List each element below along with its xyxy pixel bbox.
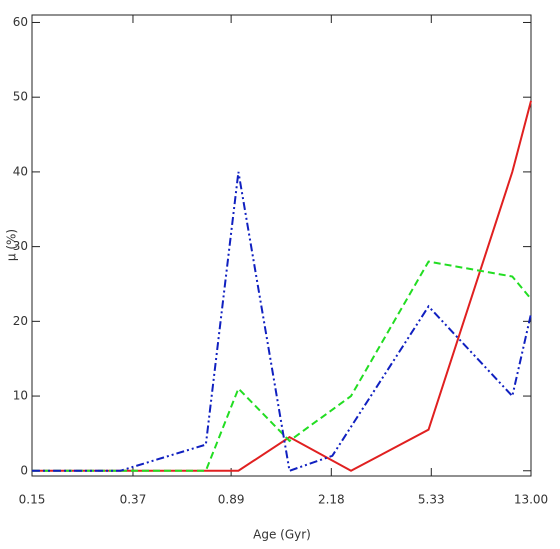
y-tick-label: 50 [13, 90, 28, 104]
x-axis-label: Age (Gyr) [253, 528, 311, 542]
x-tick-label: 0.89 [218, 493, 245, 507]
plot-frame [31, 14, 532, 477]
x-tick-label: 0.37 [120, 493, 147, 507]
y-tick-label: 30 [13, 239, 28, 253]
y-tick-label: 10 [13, 389, 28, 403]
y-tick-label: 0 [20, 463, 28, 477]
x-tick-label: 2.18 [318, 493, 345, 507]
x-tick-label: 0.15 [19, 493, 46, 507]
y-axis-label: μ (%) [5, 229, 19, 261]
series-line [32, 260, 532, 472]
x-tick-label: 5.33 [418, 493, 445, 507]
x-tick-label: 13.00 [514, 493, 548, 507]
y-tick-label: 20 [13, 314, 28, 328]
series-line [32, 100, 532, 472]
y-tick-label: 40 [13, 164, 28, 178]
y-tick-label: 60 [13, 15, 28, 29]
series-line [32, 171, 532, 473]
